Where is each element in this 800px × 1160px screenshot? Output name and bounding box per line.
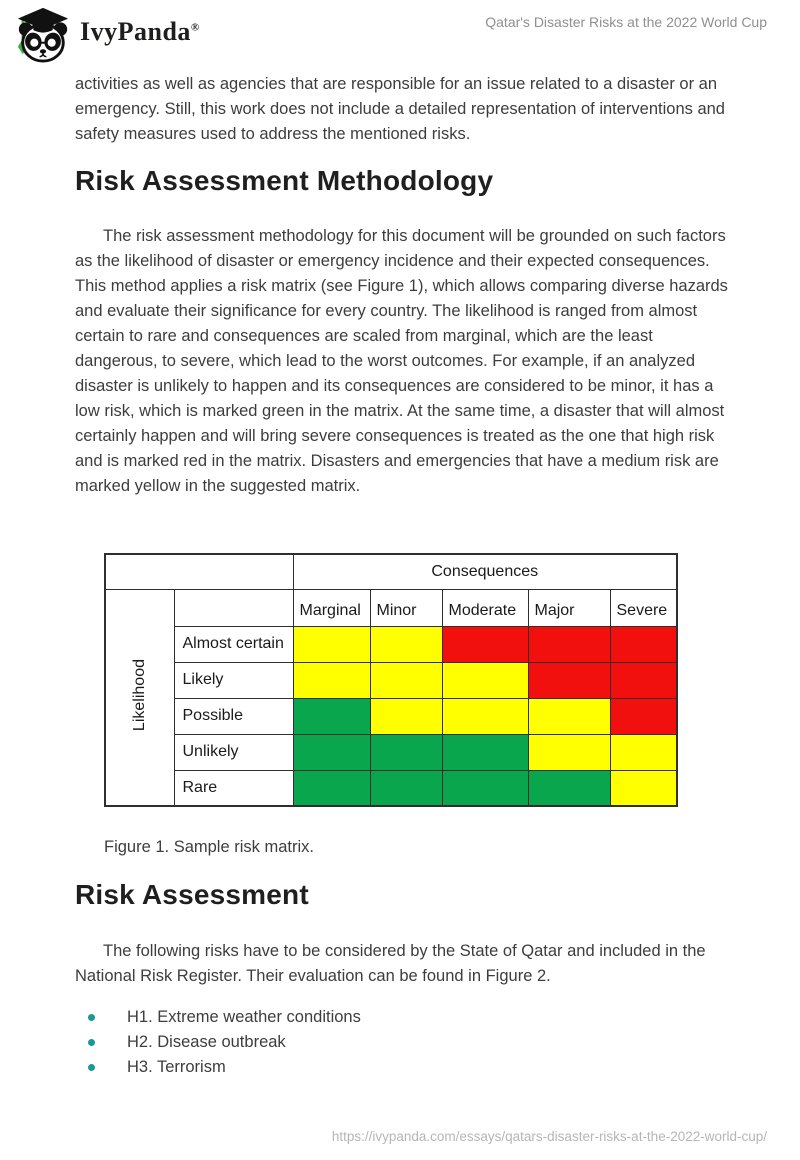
matrix-blank-header-cell xyxy=(173,588,294,627)
matrix-column-header-marginal: Marginal xyxy=(292,588,371,627)
brand-name: IvyPanda® xyxy=(80,17,200,47)
matrix-row-unlikely: Unlikely xyxy=(105,733,678,771)
section-heading-risk-assessment-methodology: Risk Assessment Methodology xyxy=(75,165,494,196)
matrix-cell-4-3 xyxy=(527,769,611,807)
matrix-row-label: Rare xyxy=(173,769,294,807)
list-item-h3: H3. Terrorism xyxy=(88,1055,361,1080)
source-url-link[interactable]: https://ivypanda.com/essays/qatars-disas… xyxy=(331,1129,767,1144)
registered-mark: ® xyxy=(190,21,200,34)
list-item-text: H3. Terrorism xyxy=(127,1058,226,1076)
matrix-row-label: Unlikely xyxy=(173,733,294,771)
matrix-corner-cell xyxy=(104,553,294,590)
list-item-text: H2. Disease outbreak xyxy=(127,1033,286,1051)
matrix-likelihood-header: Likelihood xyxy=(104,588,175,807)
bullet-icon xyxy=(88,1039,95,1046)
section-heading-risk-assessment: Risk Assessment xyxy=(75,879,309,910)
matrix-cell-4-0 xyxy=(292,769,371,807)
matrix-cell-4-4 xyxy=(609,769,678,807)
matrix-row-label: Likely xyxy=(173,661,294,699)
list-item-h1: H1. Extreme weather conditions xyxy=(88,1005,361,1030)
matrix-cell-3-4 xyxy=(609,733,678,771)
matrix-cell-0-2 xyxy=(441,625,529,663)
matrix-cell-1-0 xyxy=(292,661,371,699)
matrix-row-label: Almost certain xyxy=(173,625,294,663)
matrix-cell-1-4 xyxy=(609,661,678,699)
matrix-column-header-minor: Minor xyxy=(369,588,443,627)
matrix-column-header-severe: Severe xyxy=(609,588,678,627)
ivypanda-panda-logo-icon xyxy=(17,7,69,63)
brand-text: IvyPanda xyxy=(80,17,191,46)
matrix-cell-3-0 xyxy=(292,733,371,771)
matrix-row-likely: Likely xyxy=(105,661,678,699)
risk-list: H1. Extreme weather conditions H2. Disea… xyxy=(88,1005,361,1080)
matrix-cell-2-0 xyxy=(292,697,371,735)
matrix-cell-3-3 xyxy=(527,733,611,771)
bullet-icon xyxy=(88,1014,95,1021)
matrix-cell-1-3 xyxy=(527,661,611,699)
matrix-cell-3-1 xyxy=(369,733,443,771)
matrix-cell-0-1 xyxy=(369,625,443,663)
risks-paragraph: The following risks have to be considere… xyxy=(75,942,706,985)
matrix-cell-0-0 xyxy=(292,625,371,663)
matrix-row-almost-certain: Almost certain xyxy=(105,625,678,663)
matrix-cell-2-3 xyxy=(527,697,611,735)
list-item-h2: H2. Disease outbreak xyxy=(88,1030,361,1055)
matrix-cell-1-2 xyxy=(441,661,529,699)
risk-matrix-figure: Consequences Likelihood Marginal Minor Moder… xyxy=(104,553,678,807)
bullet-icon xyxy=(88,1064,95,1071)
matrix-column-header-moderate: Moderate xyxy=(441,588,529,627)
matrix-consequences-header: Consequences xyxy=(292,553,678,590)
risk-matrix-table: Consequences Likelihood Marginal Minor Moder… xyxy=(104,553,678,807)
intro-paragraph: activities as well as agencies that are … xyxy=(75,75,725,143)
matrix-cell-1-1 xyxy=(369,661,443,699)
matrix-cell-0-4 xyxy=(609,625,678,663)
matrix-cell-2-4 xyxy=(609,697,678,735)
matrix-cell-2-2 xyxy=(441,697,529,735)
matrix-likelihood-label: Likelihood xyxy=(130,658,148,731)
matrix-cell-0-3 xyxy=(527,625,611,663)
list-item-text: H1. Extreme weather conditions xyxy=(127,1008,361,1026)
matrix-row-rare: Rare xyxy=(105,769,678,807)
methodology-paragraph: The risk assessment methodology for this… xyxy=(75,227,728,495)
matrix-cell-2-1 xyxy=(369,697,443,735)
matrix-column-header-major: Major xyxy=(527,588,611,627)
matrix-cell-4-2 xyxy=(441,769,529,807)
figure-caption: Figure 1. Sample risk matrix. xyxy=(104,838,314,856)
matrix-cell-4-1 xyxy=(369,769,443,807)
matrix-row-label: Possible xyxy=(173,697,294,735)
matrix-cell-3-2 xyxy=(441,733,529,771)
document-title: Qatar's Disaster Risks at the 2022 World… xyxy=(485,14,767,30)
matrix-row-possible: Possible xyxy=(105,697,678,735)
